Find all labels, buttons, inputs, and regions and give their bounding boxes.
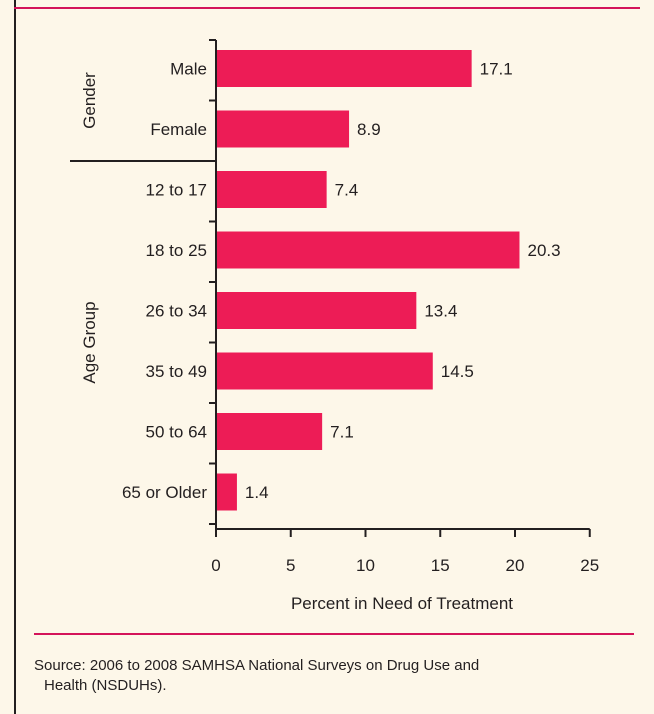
x-axis-label: Percent in Need of Treatment (291, 594, 513, 613)
bar-3 (216, 231, 520, 269)
source-note: Source: 2006 to 2008 SAMHSA National Sur… (34, 656, 594, 696)
value-label-0: 17.1 (480, 60, 513, 79)
top-accent-rule (14, 7, 640, 9)
category-label-5: 35 to 49 (146, 362, 207, 381)
group-labels-group: Gender Age Group (80, 72, 99, 384)
axes-group: 0 5 10 15 20 25 (70, 39, 599, 575)
x-tick-label-3: 15 (431, 556, 450, 575)
x-tick-label-2: 10 (356, 556, 375, 575)
bottom-accent-rule (34, 633, 634, 635)
category-label-4: 26 to 34 (146, 302, 207, 321)
bar-chart: 17.1 8.9 7.4 20.3 13.4 14.5 7.1 1.4 Male Female 1… (70, 39, 599, 613)
bar-1 (216, 110, 350, 148)
bar-0 (216, 50, 472, 87)
bars-group (216, 50, 520, 511)
category-label-7: 65 or Older (122, 483, 207, 502)
bar-7 (216, 473, 237, 511)
source-line-1: Source: 2006 to 2008 SAMHSA National Sur… (34, 657, 480, 674)
value-label-6: 7.1 (330, 423, 354, 442)
category-label-1: Female (150, 120, 207, 139)
category-label-6: 50 to 64 (146, 423, 207, 442)
frame-left-border (14, 0, 16, 714)
value-label-1: 8.9 (357, 120, 381, 139)
category-label-2: 12 to 17 (146, 181, 207, 200)
bar-2 (216, 171, 327, 208)
group-label-1: Age Group (80, 301, 99, 383)
category-label-0: Male (170, 60, 207, 79)
value-label-2: 7.4 (335, 181, 359, 200)
x-tick-label-0: 0 (211, 556, 220, 575)
value-label-3: 20.3 (527, 241, 560, 260)
value-label-4: 13.4 (424, 302, 457, 321)
category-label-3: 18 to 25 (146, 241, 207, 260)
value-label-7: 1.4 (245, 483, 269, 502)
bar-6 (216, 413, 323, 450)
x-tick-label-4: 20 (506, 556, 525, 575)
source-line-2: Health (NSDUHs). (44, 677, 167, 694)
value-labels-group: 17.1 8.9 7.4 20.3 13.4 14.5 7.1 1.4 (245, 60, 561, 503)
category-labels-group: Male Female 12 to 17 18 to 25 26 to 34 35 to … (122, 60, 207, 503)
bar-5 (216, 352, 433, 390)
bar-4 (216, 292, 417, 329)
x-tick-label-5: 25 (580, 556, 599, 575)
group-label-0: Gender (80, 72, 99, 129)
x-tick-label-1: 5 (286, 556, 295, 575)
value-label-5: 14.5 (441, 362, 474, 381)
